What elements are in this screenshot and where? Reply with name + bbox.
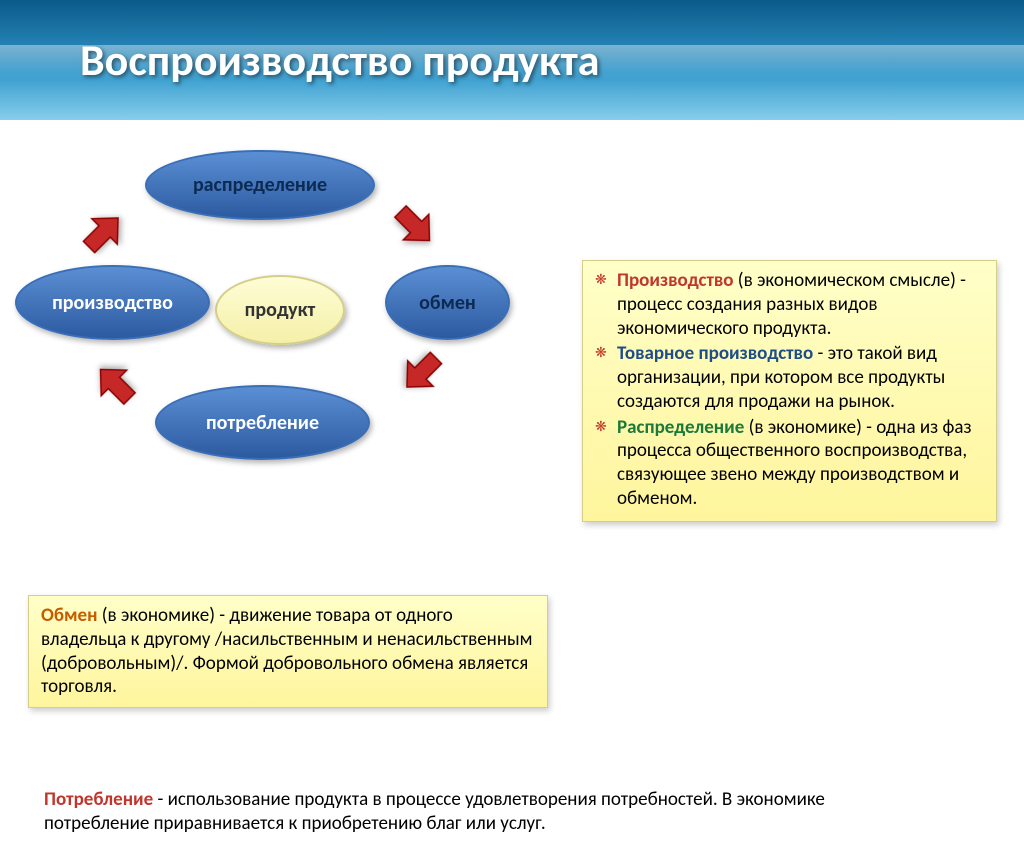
slide-header: Воспроизводство продукта bbox=[0, 0, 1024, 120]
definitions-box-right: Производство (в экономическом смысле) - … bbox=[582, 260, 997, 522]
cycle-arrow-2 bbox=[398, 346, 451, 399]
cycle-diagram: продукт распределениеобменпотребление прои… bbox=[0, 120, 560, 480]
node-production: производство bbox=[15, 265, 210, 340]
definition-item: Распределение (в экономике) - одна из фа… bbox=[617, 416, 984, 511]
slide-content: продукт распределениеобменпотребление прои… bbox=[0, 120, 1024, 767]
node-exchange: обмен bbox=[385, 265, 510, 340]
node-distribution: распределение bbox=[145, 150, 375, 220]
slide-title: Воспроизводство продукта bbox=[80, 33, 600, 87]
node-consumption: потребление bbox=[155, 385, 370, 460]
definition-item: Производство (в экономическом смысле) - … bbox=[617, 269, 984, 340]
cycle-arrow-1 bbox=[388, 196, 441, 249]
definition-item: Товарное производство - это такой вид ор… bbox=[617, 342, 984, 413]
exchange-definition-box: Обмен (в экономике) - движение товара от… bbox=[28, 595, 548, 708]
cycle-arrow-3 bbox=[88, 361, 141, 414]
cycle-arrow-0 bbox=[73, 206, 126, 259]
center-node: продукт bbox=[215, 275, 345, 345]
consumption-definition-box: Потребление - использование продукта в п… bbox=[32, 780, 932, 844]
